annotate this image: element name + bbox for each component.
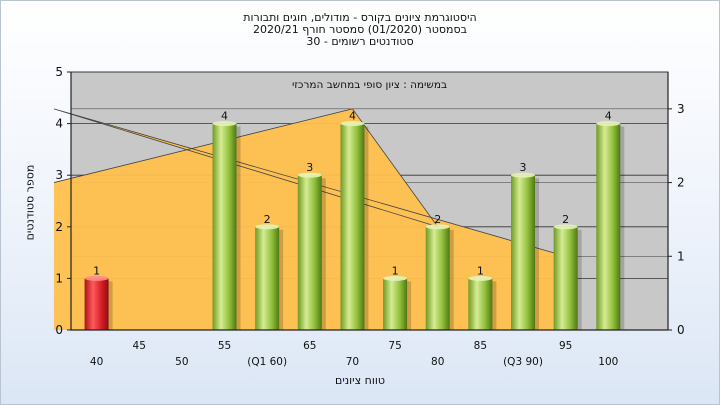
x-tick-label-12: 100 — [598, 356, 618, 368]
bar-10 — [511, 175, 536, 330]
bar-11 — [553, 226, 578, 330]
chart-title-line-2: בסמסטר (01/2020) סמסטר חורף 2020/21 — [253, 23, 467, 36]
bar-0 — [84, 278, 109, 330]
bar-4 — [255, 226, 280, 330]
y2-tick-label-3: 3 — [677, 102, 685, 116]
bar-top-3 — [212, 121, 237, 127]
x-tick-label-3: 55 — [218, 340, 231, 352]
bar-7 — [383, 278, 408, 330]
y-axis-title: מספר סטודנטים — [23, 164, 37, 241]
bar-top-4 — [255, 224, 280, 230]
bar-top-6 — [340, 121, 365, 127]
data-label-10: 3 — [520, 161, 527, 174]
data-label-6: 4 — [349, 110, 356, 123]
bar-top-9 — [468, 275, 493, 281]
bar-top-0 — [84, 275, 109, 281]
x-tick-label-1: 45 — [133, 340, 146, 352]
bar-top-11 — [553, 224, 578, 230]
bar-9 — [468, 278, 493, 330]
bar-top-10 — [511, 172, 536, 178]
bar-top-12 — [596, 121, 621, 127]
x-tick-label-11: 95 — [559, 340, 572, 352]
y-tick-label-4: 4 — [55, 117, 63, 131]
x-tick-label-9: 85 — [474, 340, 487, 352]
bar-top-7 — [383, 275, 408, 281]
y2-tick-label-2: 2 — [677, 176, 685, 190]
data-label-0: 1 — [93, 264, 100, 277]
chart-title-line-1: היסטוגרמת ציונים בקורס - מודולים, חוגים … — [243, 11, 477, 24]
x-tick-label-4: (Q1 60) — [247, 356, 287, 368]
y-tick-label-2: 2 — [55, 220, 63, 234]
bar-8 — [425, 226, 450, 330]
band-label: במשימה : ציון סופי במחשב המרכזי — [292, 79, 447, 91]
y2-tick-label-1: 1 — [677, 249, 685, 263]
y-tick-label-0: 0 — [55, 323, 63, 337]
data-label-5: 3 — [306, 161, 313, 174]
y2-tick-label-0: 0 — [677, 323, 685, 337]
chart-title-line-3: סטודנטים רשומים - 30 — [306, 35, 414, 48]
data-label-4: 2 — [264, 213, 271, 226]
x-tick-label-0: 40 — [90, 356, 103, 368]
bar-top-8 — [425, 224, 450, 230]
x-tick-label-2: 50 — [175, 356, 188, 368]
y-tick-label-5: 5 — [55, 65, 63, 79]
x-tick-label-7: 75 — [388, 340, 401, 352]
x-axis-title: טווח ציונים — [335, 374, 385, 387]
x-tick-label-5: 65 — [303, 340, 316, 352]
data-label-3: 4 — [221, 110, 228, 123]
data-label-7: 1 — [392, 264, 399, 277]
bar-3 — [212, 123, 237, 330]
y-tick-label-3: 3 — [55, 168, 63, 182]
data-label-9: 1 — [477, 264, 484, 277]
data-label-12: 4 — [605, 110, 612, 123]
x-tick-label-6: 70 — [346, 356, 359, 368]
data-label-8: 2 — [434, 213, 441, 226]
bar-6 — [340, 123, 365, 330]
x-tick-label-10: (Q3 90) — [503, 356, 543, 368]
bar-12 — [596, 123, 621, 330]
data-label-11: 2 — [562, 213, 569, 226]
y-tick-label-1: 1 — [55, 271, 63, 285]
bar-5 — [297, 175, 322, 330]
x-tick-label-8: 80 — [431, 356, 444, 368]
bar-top-5 — [297, 172, 322, 178]
